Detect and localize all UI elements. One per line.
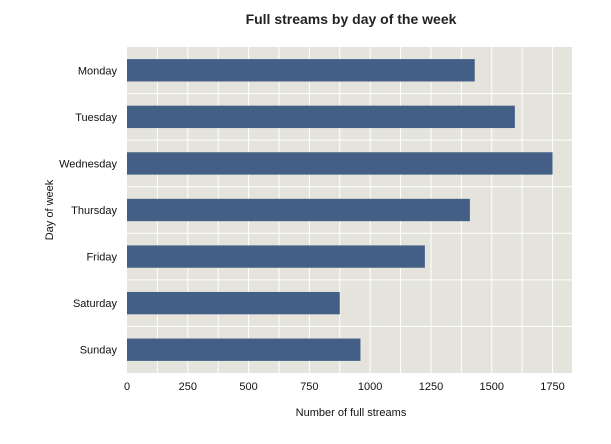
bar-monday <box>127 59 475 82</box>
bars <box>127 59 553 361</box>
y-tick-label: Friday <box>86 252 117 264</box>
y-tick-label: Sunday <box>80 345 118 357</box>
x-axis-label: Number of full streams <box>296 407 407 419</box>
x-tick-label: 1250 <box>419 381 443 393</box>
bar-saturday <box>127 291 340 315</box>
x-tick-label: 0 <box>124 381 130 393</box>
x-tick-label: 1750 <box>540 381 564 393</box>
bar-friday <box>127 245 425 268</box>
x-tick-label: 1000 <box>358 381 382 393</box>
y-tick-label: Thursday <box>71 205 117 217</box>
x-tick-label: 250 <box>179 381 197 393</box>
bar-tuesday <box>127 105 515 129</box>
x-tick-labels: 0 250 500 750 1000 1250 1500 1750 <box>124 381 565 393</box>
x-tick-label: 500 <box>239 381 257 393</box>
x-tick-label: 750 <box>300 381 318 393</box>
y-tick-label: Saturday <box>73 298 118 310</box>
bar-sunday <box>127 338 361 361</box>
y-tick-label: Tuesday <box>75 112 117 124</box>
chart-title: Full streams by day of the week <box>246 11 457 27</box>
y-tick-label: Monday <box>78 65 118 77</box>
x-tick-label: 1500 <box>480 381 504 393</box>
bar-wednesday <box>127 152 553 175</box>
y-tick-label: Wednesday <box>59 158 117 170</box>
y-tick-labels: Monday Tuesday Wednesday Thursday Friday Satu… <box>59 65 117 356</box>
bar-thursday <box>127 198 470 222</box>
y-axis-label: Day of week <box>44 179 56 240</box>
